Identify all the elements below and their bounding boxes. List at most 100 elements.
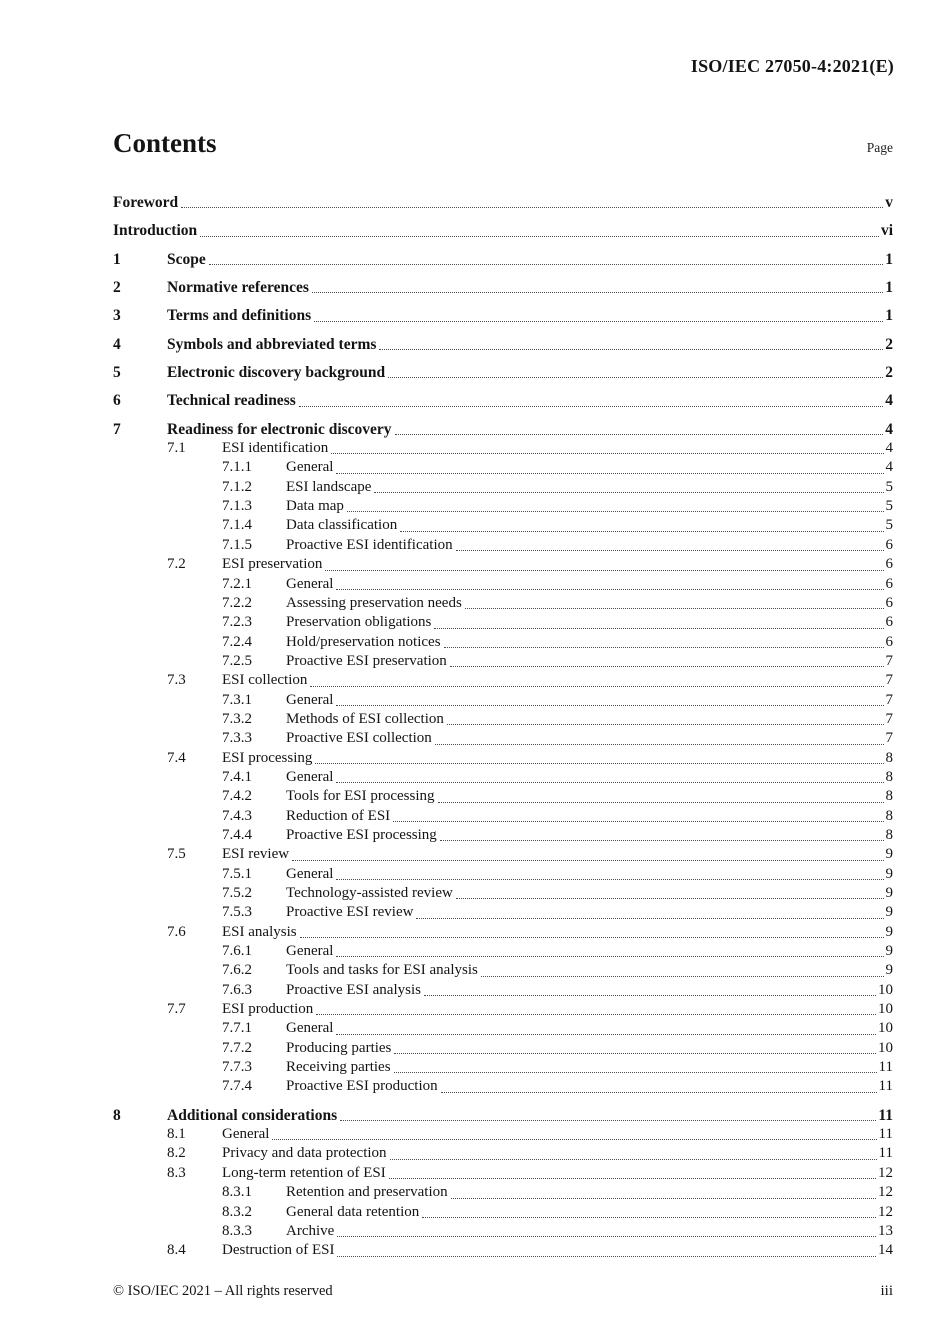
- toc-entry-number: 7.6.3: [222, 981, 252, 998]
- dot-leader: [450, 1197, 876, 1199]
- toc-entry-page: 6: [885, 556, 894, 573]
- toc-entry-number: 7.7.4: [222, 1078, 252, 1095]
- toc-entry-page: 2: [885, 335, 893, 353]
- toc-entry-number: 8.3.1: [222, 1184, 252, 1201]
- dot-leader: [310, 685, 884, 687]
- dot-leader: [292, 859, 884, 861]
- dot-leader: [443, 646, 884, 648]
- dot-leader: [379, 349, 884, 351]
- dot-leader: [200, 235, 879, 237]
- toc-entry: 7.6.1 General 9: [113, 942, 893, 961]
- dot-leader: [336, 956, 884, 958]
- toc-entry-page: 7: [885, 652, 894, 669]
- dot-leader: [311, 292, 884, 294]
- toc-entry-title: Retention and preservation: [286, 1184, 448, 1201]
- toc-entry-title: Destruction of ESI: [222, 1242, 335, 1259]
- toc-entry: 7.2 ESI preservation 6: [113, 555, 893, 574]
- page-column-label: Page: [866, 140, 893, 155]
- dot-leader: [337, 1236, 876, 1238]
- toc-entry-title: ESI collection: [222, 672, 308, 689]
- toc-entry-page: 12: [878, 1203, 893, 1220]
- toc-entry-number: 7.7.1: [222, 1020, 252, 1037]
- toc-entry-number: 2: [113, 279, 121, 297]
- toc-entry: 4 Symbols and abbreviated terms 2: [113, 335, 893, 354]
- toc-entry: 7.6 ESI analysis 9: [113, 923, 893, 942]
- toc-entry: 8.2 Privacy and data protection 11: [113, 1144, 893, 1163]
- toc-entry: 8.3.2 General data retention 12: [113, 1203, 893, 1222]
- dot-leader: [423, 995, 876, 997]
- toc-entry-number: 7.2: [167, 556, 186, 573]
- toc-entry-page: 7: [885, 710, 894, 727]
- toc-entry-page: 7: [885, 672, 894, 689]
- toc-entry-title: Producing parties: [286, 1039, 392, 1056]
- toc-entry-number: 8.3: [167, 1164, 186, 1181]
- toc-entry-title: Symbols and abbreviated terms: [167, 335, 377, 353]
- toc-entry: 7.3 ESI collection 7: [113, 671, 893, 690]
- toc-entry-title: Proactive ESI processing: [286, 826, 437, 843]
- toc-entry: 7.7.3 Receiving parties 11: [113, 1058, 893, 1077]
- toc-entry-page: 5: [885, 478, 894, 495]
- toc-entry: 7.4 ESI processing 8: [113, 749, 893, 768]
- toc-entry-page: 10: [878, 981, 893, 998]
- page-number: iii: [880, 1283, 893, 1299]
- toc-entry-number: 7.2.5: [222, 652, 252, 669]
- toc-entry-page: 11: [878, 1126, 893, 1143]
- toc-entry-page: 6: [885, 575, 894, 592]
- toc-entry: 7.7.2 Producing parties 10: [113, 1039, 893, 1058]
- toc-entry: Introduction vi: [113, 221, 893, 240]
- toc-entry-page: 4: [885, 440, 894, 457]
- dot-leader: [336, 588, 884, 590]
- dot-leader: [446, 724, 884, 726]
- toc-entry-title: ESI analysis: [222, 923, 297, 940]
- toc-entry: 7.2.1 General 6: [113, 575, 893, 594]
- dot-leader: [389, 1158, 877, 1160]
- toc-entry-title: ESI preservation: [222, 556, 323, 573]
- toc-entry: 8 Additional considerations 11: [113, 1106, 893, 1125]
- toc-entry-title: Data map: [286, 498, 344, 515]
- toc-entry-page: 9: [885, 943, 894, 960]
- dot-leader: [480, 975, 884, 977]
- toc-entry-page: 8: [885, 807, 894, 824]
- toc-entry: 2 Normative references 1: [113, 278, 893, 297]
- toc-entry-number: 7.1.5: [222, 536, 252, 553]
- toc-entry-title: Long-term retention of ESI: [222, 1164, 386, 1181]
- toc-entry-title: Technical readiness: [167, 392, 296, 410]
- toc-entry: 7.1 ESI identification 4: [113, 439, 893, 458]
- toc-entry-number: 7.3.1: [222, 691, 252, 708]
- toc-entry-page: 4: [885, 459, 894, 476]
- dot-leader: [208, 264, 884, 266]
- dot-leader: [394, 1053, 876, 1055]
- dot-leader: [299, 937, 884, 939]
- toc-entry-title: General: [222, 1126, 270, 1143]
- dot-leader: [346, 511, 884, 513]
- dot-leader: [181, 207, 884, 209]
- toc-entry-number: 8.4: [167, 1242, 186, 1259]
- copyright-notice: © ISO/IEC 2021 – All rights reserved: [113, 1283, 333, 1299]
- dot-leader: [340, 1120, 877, 1122]
- toc-entry-number: 7.4.1: [222, 768, 252, 785]
- toc-entry: 7.4.4 Proactive ESI processing 8: [113, 826, 893, 845]
- toc-entry-page: 9: [885, 923, 894, 940]
- toc-entry: 8.1 General 11: [113, 1125, 893, 1144]
- toc-entry-number: 8.1: [167, 1126, 186, 1143]
- toc-entry-number: 7.5.1: [222, 865, 252, 882]
- dot-leader: [394, 434, 884, 436]
- toc-entry-page: 8: [885, 826, 894, 843]
- dot-leader: [314, 320, 884, 322]
- toc-entry-title: Proactive ESI preservation: [286, 652, 447, 669]
- dot-leader: [336, 472, 884, 474]
- toc-entry: 8.4 Destruction of ESI 14: [113, 1241, 893, 1260]
- dot-leader: [336, 879, 884, 880]
- toc-entry-number: 7.7: [167, 1001, 186, 1018]
- toc-entry: 7.1.3 Data map 5: [113, 497, 893, 516]
- toc-entry-title: Proactive ESI review: [286, 904, 414, 921]
- toc-entry-page: 11: [878, 1145, 893, 1162]
- toc-entry-number: 7.4.4: [222, 826, 252, 843]
- toc-entry-title: Additional considerations: [167, 1106, 338, 1124]
- dot-leader: [422, 1216, 876, 1218]
- toc-entry-number: 7.6.2: [222, 962, 252, 979]
- toc-entry-page: 6: [885, 536, 894, 553]
- toc-entry-page: 4: [885, 392, 893, 410]
- toc-entry-page: 13: [878, 1222, 893, 1239]
